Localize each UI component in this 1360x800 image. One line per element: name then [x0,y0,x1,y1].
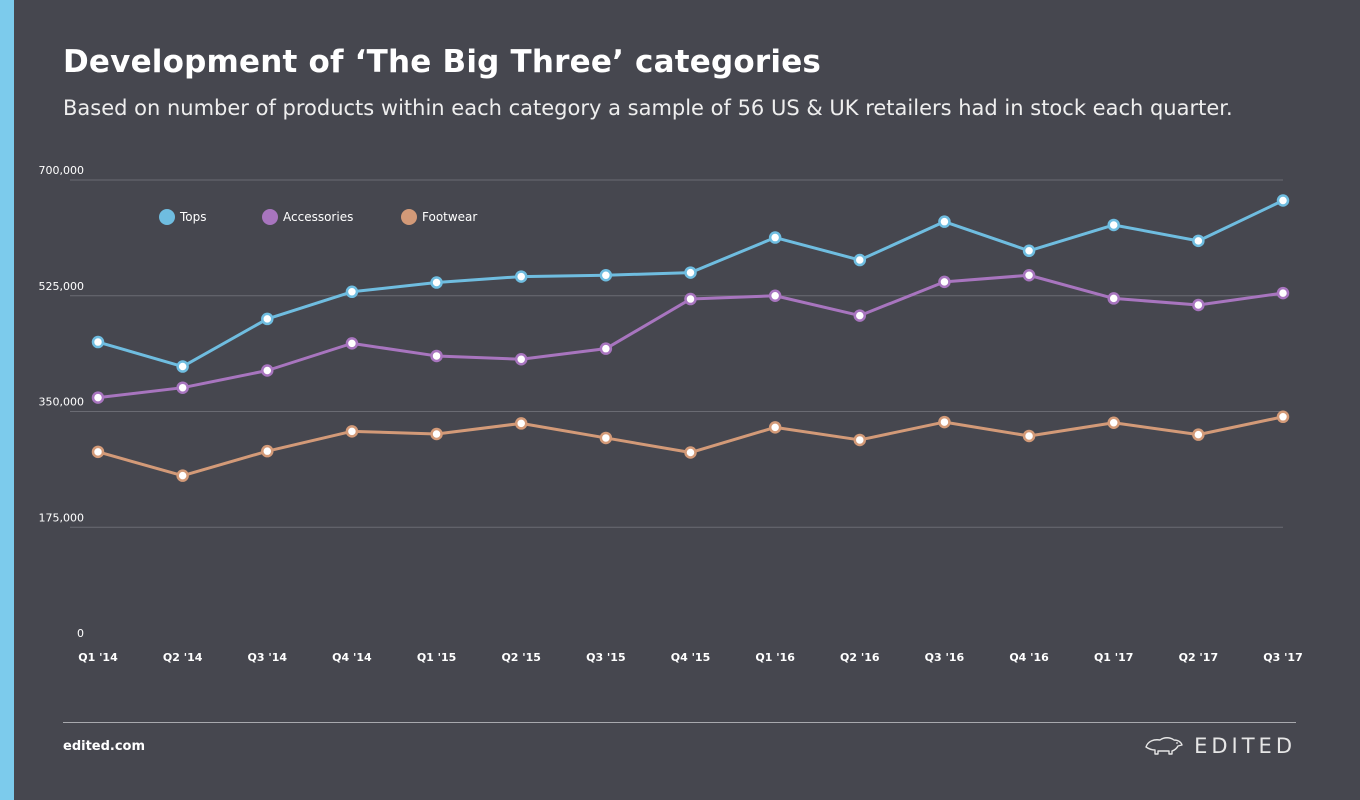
legend-swatch [262,209,278,225]
data-point [261,444,274,458]
x-tick-label: Q2 '16 [840,651,880,664]
x-tick-label: Q2 '14 [163,651,203,664]
data-point [684,292,697,306]
data-point [599,431,613,445]
data-point [768,421,782,434]
data-point [176,381,189,394]
y-tick-label: 700,000 [39,164,85,177]
legend-label: Tops [179,210,207,224]
data-point [261,364,274,377]
data-point [768,289,782,302]
y-tick-label: 525,000 [39,280,85,293]
data-point [599,268,613,282]
series-line [97,199,1284,369]
x-tick-label: Q1 '14 [78,651,118,664]
y-tick-label: 175,000 [39,511,85,524]
data-point [1022,429,1036,443]
x-tick-label: Q3 '17 [1263,651,1303,664]
data-point [938,415,951,429]
data-point [1276,194,1290,207]
chart-gridlines [70,179,1283,528]
x-tick-label: Q2 '15 [501,651,541,664]
line-chart: 0 175,000 350,000 525,000 700,000 Q1 '14 Q2 '… [39,164,1303,664]
data-point [91,335,105,349]
footer-site-link[interactable]: edited.com [63,739,146,754]
data-point [430,276,443,289]
data-point [1276,410,1290,424]
series-line [97,415,1284,478]
data-point [1022,268,1036,282]
data-point [430,427,443,441]
series-tops [91,194,1290,373]
data-point [768,231,782,244]
data-point [1107,218,1120,232]
data-point [1107,292,1120,305]
data-point [345,425,359,438]
data-point [1192,298,1205,312]
data-point [599,342,613,355]
brand-name: EDITED [1194,734,1296,758]
data-point [1276,286,1290,300]
y-tick-label: 350,000 [39,396,85,409]
x-tick-label: Q3 '14 [248,651,288,664]
x-tick-label: Q3 '16 [925,651,965,664]
legend-item-tops: Tops [159,209,207,225]
legend-item-accessories: Accessories [262,209,353,225]
polar-bear-icon [1144,733,1184,759]
legend-swatch [401,209,417,225]
data-point [1107,416,1120,429]
data-point [853,433,867,447]
data-point [176,469,189,482]
x-tick-label: Q4 '16 [1009,651,1049,664]
data-point [91,391,105,404]
data-point [1192,234,1205,248]
data-point [261,312,274,326]
data-point [345,337,359,350]
x-tick-label: Q3 '15 [586,651,626,664]
data-point [1022,244,1036,258]
data-point [430,349,443,363]
legend-label: Accessories [283,210,353,224]
data-point [514,270,528,283]
footer-divider [63,722,1296,723]
x-tick-label: Q2 '17 [1179,651,1219,664]
series-accessories [91,268,1290,404]
y-axis-ticks: 0 175,000 350,000 525,000 700,000 [39,164,85,640]
data-point [684,266,697,279]
data-point [853,253,867,267]
x-tick-label: Q1 '15 [417,651,457,664]
data-point [938,275,951,289]
legend-item-footwear: Footwear [401,209,477,225]
legend-swatch [159,209,175,225]
data-point [91,445,105,459]
page-title: Development of ‘The Big Three’ categorie… [63,44,822,80]
y-tick-label: 0 [77,627,84,640]
data-point [853,309,867,322]
x-tick-label: Q1 '17 [1094,651,1134,664]
chart-series [91,194,1290,482]
data-point [345,285,359,299]
page-subtitle: Based on number of products within each … [63,96,1233,120]
data-point [684,446,697,459]
x-tick-label: Q4 '15 [671,651,711,664]
data-point [176,360,189,373]
series-footwear [91,410,1290,482]
data-point [514,417,528,430]
x-axis-ticks: Q1 '14 Q2 '14 Q3 '14 Q4 '14 Q1 '15 Q2 '15 Q3 '… [78,651,1303,664]
chart-legend: Tops Accessories Footwear [159,209,477,225]
legend-label: Footwear [422,210,477,224]
accent-bar [0,0,14,800]
x-tick-label: Q4 '14 [332,651,372,664]
data-point [514,352,528,366]
brand-logo: EDITED [1144,733,1296,759]
data-point [938,215,951,228]
data-point [1192,428,1205,441]
x-tick-label: Q1 '16 [755,651,795,664]
